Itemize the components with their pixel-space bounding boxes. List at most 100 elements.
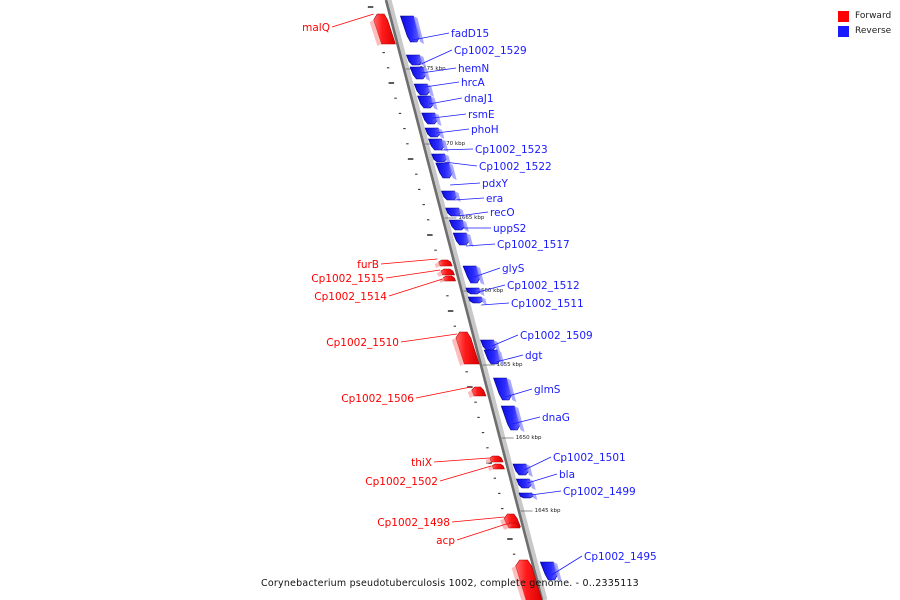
reverse-gene bbox=[467, 296, 487, 305]
reverse-gene-label: Cp1002_1512 bbox=[507, 280, 580, 292]
gene-features bbox=[369, 13, 562, 600]
reverse-swatch bbox=[838, 26, 849, 37]
reverse-gene-label: Cp1002_1517 bbox=[497, 239, 570, 251]
scale-ticks bbox=[367, 6, 525, 586]
reverse-gene-label: hemN bbox=[458, 63, 489, 75]
gene-label-leader bbox=[388, 278, 443, 297]
gene-label-leader bbox=[530, 490, 562, 496]
gene-label-leader bbox=[473, 267, 501, 278]
forward-gene-label: malQ bbox=[302, 22, 330, 34]
reverse-gene-label: phoH bbox=[471, 124, 499, 136]
gene-label-leader bbox=[496, 354, 524, 363]
gene-label-leader bbox=[436, 128, 470, 134]
reverse-gene bbox=[515, 478, 536, 490]
reverse-gene-label: Cp1002_1523 bbox=[475, 144, 548, 156]
reverse-gene-label: Cp1002_1495 bbox=[584, 551, 657, 563]
reverse-gene bbox=[424, 127, 445, 139]
reverse-gene-label: fadD15 bbox=[451, 28, 489, 40]
reverse-gene-label: Cp1002_1511 bbox=[511, 298, 584, 310]
forward-gene-label: Cp1002_1515 bbox=[311, 273, 384, 285]
reverse-gene bbox=[462, 265, 485, 285]
reverse-gene-label: Cp1002_1529 bbox=[454, 45, 527, 57]
forward-gene bbox=[451, 331, 480, 366]
gene-label-leader bbox=[428, 97, 463, 105]
forward-gene-label: thiX bbox=[411, 457, 432, 469]
reverse-gene bbox=[518, 492, 538, 500]
gene-label-leader bbox=[465, 243, 496, 247]
gene-label-leader bbox=[331, 13, 374, 28]
reverse-gene bbox=[428, 138, 449, 152]
gene-labels: malQ furB Cp1002_1515 Cp1002_1514 Cp1002_151… bbox=[302, 13, 657, 576]
reverse-gene bbox=[431, 153, 451, 164]
forward-gene bbox=[369, 13, 396, 46]
reverse-gene bbox=[483, 349, 505, 366]
reverse-gene bbox=[512, 463, 533, 477]
gene-label-leader bbox=[450, 182, 481, 186]
legend-forward-label: Forward bbox=[855, 11, 892, 21]
kbp-label: 1675 kbp bbox=[420, 66, 446, 72]
forward-gene bbox=[511, 559, 543, 600]
kbp-label: 1665 kbp bbox=[458, 215, 484, 221]
forward-gene bbox=[434, 259, 453, 268]
gene-label-leader bbox=[551, 555, 583, 576]
forward-gene bbox=[485, 455, 504, 464]
reverse-gene bbox=[445, 207, 465, 218]
forward-gene-label: Cp1002_1514 bbox=[314, 291, 387, 303]
reverse-gene-label: hrcA bbox=[461, 77, 486, 89]
reverse-gene bbox=[435, 162, 457, 180]
reverse-gene bbox=[405, 54, 426, 67]
gene-label-leader bbox=[477, 284, 506, 293]
kbp-label: 1655 kbp bbox=[497, 362, 523, 368]
genome-caption: Corynebacterium pseudotuberculosis 1002,… bbox=[261, 578, 639, 589]
reverse-gene bbox=[441, 190, 461, 202]
legend-forward: Forward bbox=[838, 9, 891, 24]
gene-label-leader bbox=[505, 388, 533, 398]
genome-backbone bbox=[384, 0, 544, 600]
gene-label-leader bbox=[418, 49, 453, 66]
reverse-gene bbox=[448, 219, 469, 232]
forward-gene bbox=[503, 522, 521, 530]
reverse-gene bbox=[409, 66, 431, 81]
gene-label-leader bbox=[412, 32, 450, 41]
gene-label-leader bbox=[451, 516, 505, 523]
reverse-gene-label: Cp1002_1499 bbox=[563, 486, 636, 498]
reverse-gene-label: recO bbox=[490, 207, 515, 219]
reverse-gene-label: dnaG bbox=[542, 412, 570, 424]
reverse-gene-label: pdxY bbox=[482, 178, 509, 190]
gene-label-leader bbox=[385, 269, 441, 279]
reverse-gene-label: Cp1002_1522 bbox=[479, 161, 552, 173]
kbp-label: 1645 kbp bbox=[535, 508, 561, 514]
gene-label-leader bbox=[420, 67, 457, 74]
gene-label-leader bbox=[400, 333, 457, 343]
gene-label-leader bbox=[444, 161, 478, 167]
reverse-gene bbox=[500, 405, 525, 432]
reverse-gene-label: era bbox=[486, 193, 503, 205]
legend-reverse-label: Reverse bbox=[855, 26, 892, 36]
forward-gene bbox=[439, 275, 457, 283]
gene-label-leader bbox=[458, 211, 489, 217]
forward-gene-label: Cp1002_1502 bbox=[365, 476, 438, 488]
reverse-gene-label: Cp1002_1509 bbox=[520, 330, 593, 342]
reverse-gene bbox=[465, 287, 485, 296]
forward-gene bbox=[467, 386, 487, 398]
forward-gene-label: furB bbox=[357, 259, 379, 271]
reverse-gene-label: dgt bbox=[525, 350, 542, 362]
gene-label-leader bbox=[439, 465, 492, 482]
kbp-scale-labels: 1675 kbp 1670 kbp 1665 kbp 1660 kbp 1655 kbp… bbox=[405, 66, 561, 514]
reverse-gene bbox=[400, 15, 425, 44]
reverse-gene-label: uppS2 bbox=[493, 223, 526, 235]
reverse-gene-label: glyS bbox=[502, 263, 525, 275]
forward-gene-label: Cp1002_1498 bbox=[377, 517, 450, 529]
gene-label-leader bbox=[527, 473, 558, 484]
reverse-gene-label: bla bbox=[559, 469, 575, 481]
gene-label-leader bbox=[481, 302, 510, 306]
gene-label-leader bbox=[524, 456, 552, 471]
legend: Forward Reverse bbox=[838, 9, 891, 39]
reverse-gene bbox=[421, 112, 442, 126]
kbp-label: 1650 kbp bbox=[516, 435, 542, 441]
gene-label-leader bbox=[433, 457, 490, 463]
forward-swatch bbox=[838, 11, 849, 22]
reverse-gene-label: glmS bbox=[534, 384, 561, 396]
gene-label-leader bbox=[440, 148, 474, 151]
